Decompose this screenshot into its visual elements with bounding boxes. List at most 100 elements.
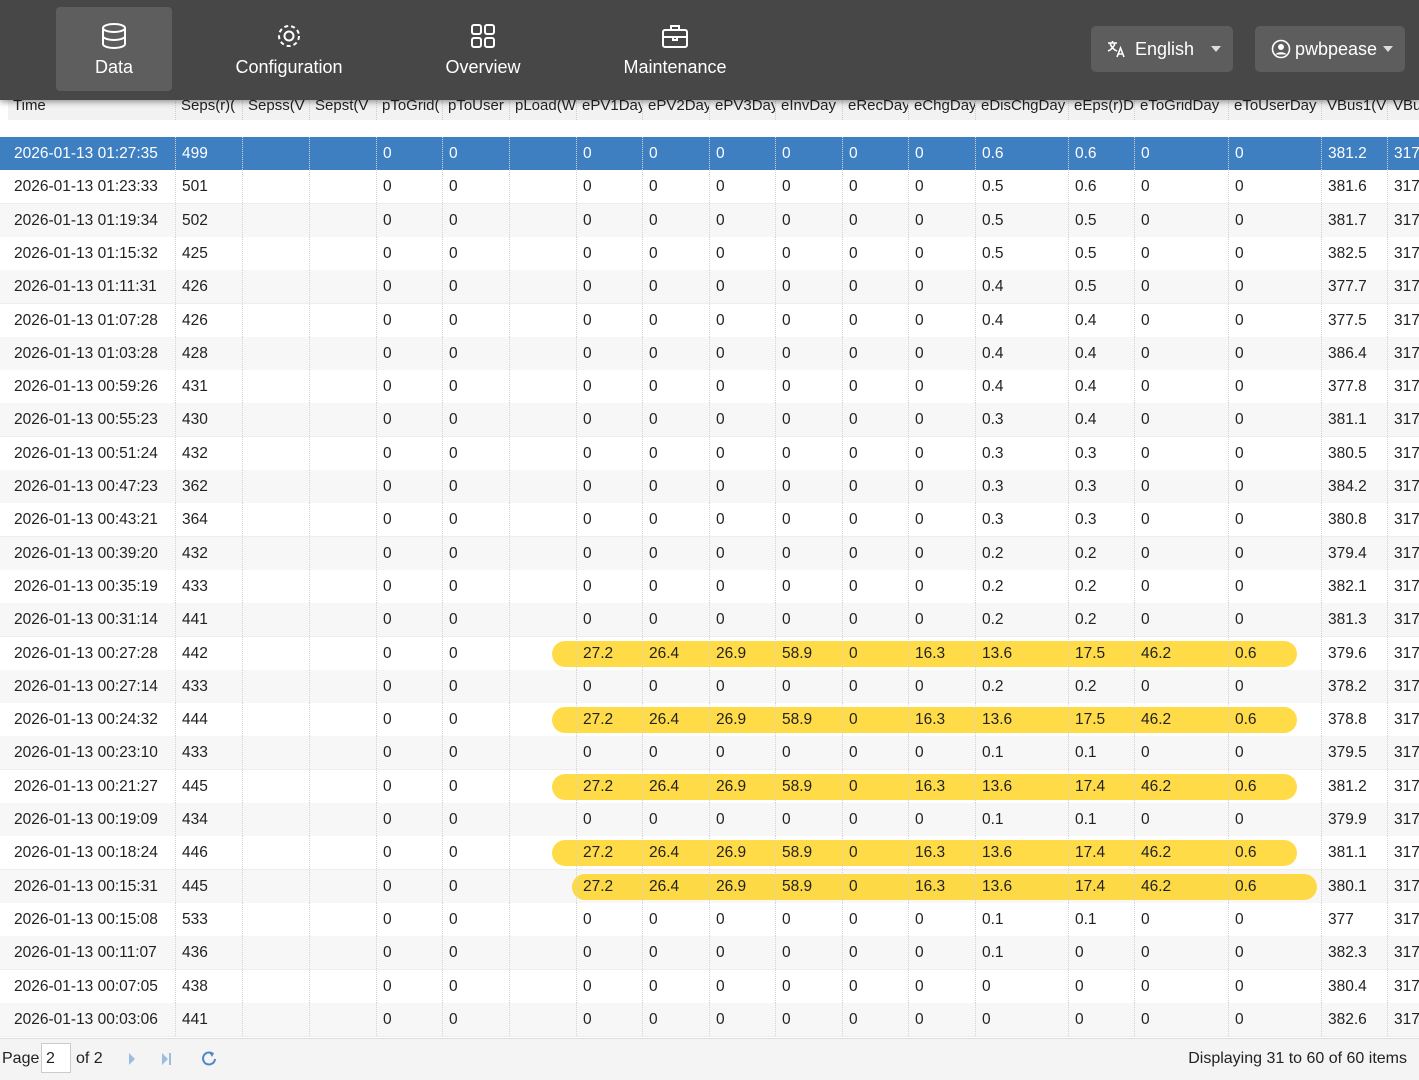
page-input[interactable]: 2 xyxy=(41,1043,71,1073)
table-cell: 317 xyxy=(1388,637,1419,670)
table-cell: 0 xyxy=(1229,736,1322,770)
table-cell: 0 xyxy=(643,303,710,337)
table-cell: 0 xyxy=(1135,403,1229,437)
table-cell: 0 xyxy=(643,370,710,404)
table-cell: 0 xyxy=(909,536,976,570)
language-select[interactable]: English xyxy=(1091,26,1233,72)
table-cell: 2026-01-13 00:23:10 xyxy=(8,736,176,770)
table-cell: 58.9 xyxy=(776,703,843,737)
table-cell: 0 xyxy=(377,936,443,970)
empty-cell xyxy=(310,336,377,370)
table-cell: 0 xyxy=(710,137,776,170)
table-cell: 0.6 xyxy=(1229,636,1322,670)
table-cell: 0 xyxy=(1135,969,1229,1003)
last-page[interactable] xyxy=(162,1053,171,1065)
table-cell: 317 xyxy=(1388,170,1419,203)
table-cell: 0 xyxy=(909,270,976,304)
icon-grid xyxy=(471,24,495,48)
table-cell: 0 xyxy=(1135,470,1229,503)
table-cell: 317 xyxy=(1388,370,1419,403)
table-cell: 0 xyxy=(577,370,643,404)
table-cell: 0 xyxy=(377,137,443,170)
table-cell: 26.4 xyxy=(643,869,710,903)
table-cell: 444 xyxy=(176,703,243,737)
table-cell: 378.8 xyxy=(1322,703,1388,737)
empty-cell xyxy=(310,203,377,237)
table-cell: 26.9 xyxy=(710,836,776,870)
table-cell: 2026-01-13 01:15:32 xyxy=(8,236,176,270)
table-cell: 0.5 xyxy=(1069,236,1135,270)
table-cell: 0 xyxy=(710,270,776,304)
table-cell: 0 xyxy=(843,170,909,204)
table-cell: 0 xyxy=(1135,1002,1229,1036)
empty-cell xyxy=(243,902,310,936)
table-cell: 2026-01-13 00:19:09 xyxy=(8,803,176,836)
page-count: of 2 xyxy=(76,1050,103,1067)
table-cell: 0.4 xyxy=(1069,370,1135,404)
empty-cell xyxy=(310,902,377,936)
table-cell: 0.6 xyxy=(1229,703,1322,737)
table-cell: 381.1 xyxy=(1322,836,1388,870)
empty-cell xyxy=(510,370,577,404)
table-cell: 430 xyxy=(176,403,243,437)
table-cell: 317 xyxy=(1388,770,1419,803)
table-cell: 0 xyxy=(1229,536,1322,570)
highlighter-mark xyxy=(572,873,1317,900)
table-cell: 0.1 xyxy=(976,736,1069,770)
table-cell: 0 xyxy=(1135,336,1229,370)
table-cell: 0 xyxy=(710,370,776,404)
table-cell: 2026-01-13 00:35:19 xyxy=(8,569,176,603)
table-cell: 0 xyxy=(776,969,843,1003)
table-cell: 377.5 xyxy=(1322,303,1388,337)
empty-cell xyxy=(310,703,377,737)
table-cell: 0 xyxy=(843,1002,909,1036)
table-cell: 0 xyxy=(1229,370,1322,404)
table-cell: 0 xyxy=(443,836,510,870)
next-page[interactable] xyxy=(129,1053,135,1065)
nav-data[interactable]: Data xyxy=(56,7,172,91)
table-cell: 0 xyxy=(710,603,776,637)
table-cell: 0 xyxy=(843,436,909,470)
table-cell: 431 xyxy=(176,370,243,404)
table-cell: 0 xyxy=(1229,336,1322,370)
table-cell: 0 xyxy=(643,569,710,603)
table-cell: 2026-01-13 01:27:35 xyxy=(8,137,176,170)
table-cell: 0 xyxy=(843,536,909,570)
table-cell: 0 xyxy=(377,769,443,803)
table-cell: 13.6 xyxy=(976,703,1069,737)
table-cell: 0.6 xyxy=(1229,836,1322,870)
table-cell: 0 xyxy=(776,669,843,703)
empty-cell xyxy=(243,936,310,970)
table-cell: 0 xyxy=(377,503,443,537)
table-cell: 0 xyxy=(643,403,710,437)
table-cell: 0.5 xyxy=(976,170,1069,204)
table-cell: 0.1 xyxy=(1069,803,1135,836)
table-cell: 0 xyxy=(577,336,643,370)
table-cell: 433 xyxy=(176,736,243,770)
table-cell: 2026-01-13 01:19:34 xyxy=(8,203,176,237)
nav-overview[interactable]: Overview xyxy=(425,7,541,91)
table-cell: 501 xyxy=(176,170,243,204)
table-cell: 0 xyxy=(377,703,443,737)
empty-cell xyxy=(243,603,310,637)
table-cell: 0 xyxy=(843,370,909,404)
table-cell: 381.6 xyxy=(1322,170,1388,204)
nav-configuration[interactable]: Configuration xyxy=(218,7,360,91)
table-cell: 379.6 xyxy=(1322,636,1388,670)
table-cell: 16.3 xyxy=(909,703,976,737)
table-cell: 0 xyxy=(377,403,443,437)
table-cell: 0.3 xyxy=(976,470,1069,503)
table-cell: 0 xyxy=(1229,403,1322,437)
table-cell: 0.4 xyxy=(976,336,1069,370)
user-menu[interactable]: pwbpease xyxy=(1255,26,1405,72)
empty-cell xyxy=(510,270,577,304)
table-cell: 0 xyxy=(710,403,776,437)
table-cell: 17.4 xyxy=(1069,769,1135,803)
table-cell: 0 xyxy=(577,669,643,703)
table-cell: 0 xyxy=(710,1002,776,1036)
table-cell: 0.2 xyxy=(976,569,1069,603)
table-cell: 2026-01-13 00:39:20 xyxy=(8,536,176,570)
empty-cell xyxy=(510,137,577,170)
table-cell: 0 xyxy=(1229,803,1322,836)
nav-maintenance[interactable]: Maintenance xyxy=(610,7,740,91)
